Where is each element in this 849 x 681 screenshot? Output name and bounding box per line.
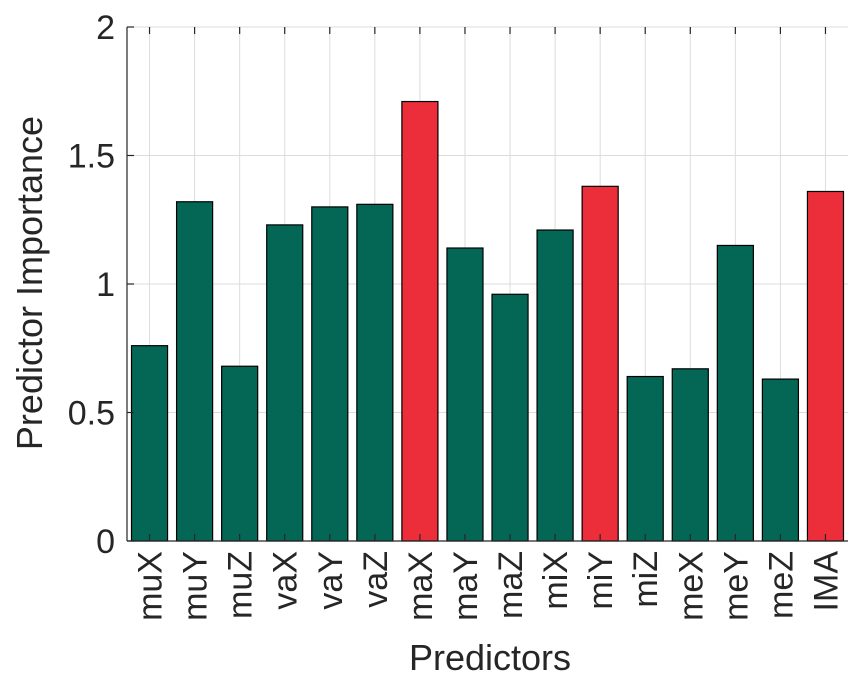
bars-layer [130,100,845,542]
bar-vaY [311,206,349,542]
bar-muY [175,201,214,542]
y-tick-label: 0 [96,523,115,561]
x-tick-label-maX: maX [402,551,440,621]
bar-meZ [761,378,800,542]
bar-vaZ [356,203,394,542]
x-tick-label-IMA: IMA [807,551,845,612]
x-tick-label-miY: miY [582,551,620,610]
bar-maX [401,100,439,542]
bar-muX [130,345,169,542]
x-tick-label-meX: meX [672,551,710,621]
bar-miZ [626,375,664,542]
y-tick-label: 1 [96,266,115,304]
bar-muZ [221,365,259,542]
x-tick-label-meY: meY [717,551,755,621]
bar-maY [446,247,484,542]
x-tick-label-muY: muY [177,551,215,621]
x-tick-label-meZ: meZ [762,551,800,619]
y-axis-title: Predictor Importance [9,116,50,450]
x-axis-title: Predictors [409,637,571,676]
bar-miX [536,229,574,542]
bar-maZ [491,293,529,542]
x-tick-label-vaY: vaY [312,551,350,610]
x-tick-label-muX: muX [132,551,170,621]
y-tick-label: 2 [96,9,115,47]
x-tick-label-vaX: vaX [267,551,305,610]
bar-miY [581,185,619,542]
x-tick-label-miX: miX [537,551,575,610]
bar-vaX [266,224,304,542]
bar-meX [671,368,709,542]
y-tick-label: 1.5 [68,138,115,176]
x-tick-label-maZ: maZ [492,551,530,619]
bar-IMA [806,190,845,542]
axes-layer [126,26,848,542]
x-tick-label-miZ: miZ [627,551,665,608]
x-tick-label-muZ: muZ [222,551,260,619]
x-tick-label-vaZ: vaZ [357,551,395,608]
bar-meY [716,244,754,542]
y-tick-label: 0.5 [68,395,115,433]
x-tick-label-maY: maY [447,551,485,621]
